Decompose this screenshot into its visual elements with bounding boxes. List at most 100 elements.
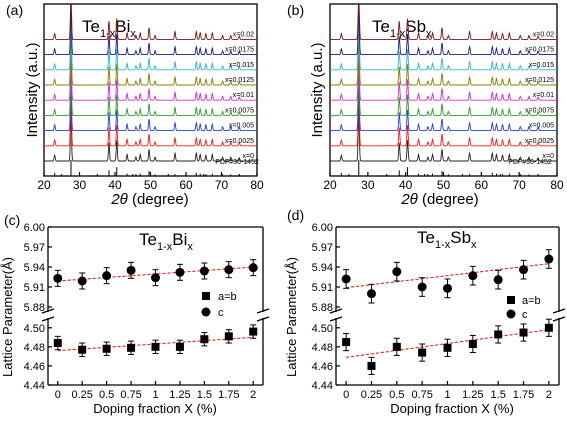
panel-c-point-ab — [175, 342, 184, 351]
panel-d-plot — [341, 249, 554, 376]
panel-a-x-ticks: 20 30 40 50 60 70 80 — [37, 172, 264, 192]
panel-b-series-x=0.0175 — [330, 7, 557, 56]
panel-c-x-tick-label: 0.5 — [99, 389, 114, 401]
panel-d-x-ticks: 0 0.25 0.5 0.75 1 1.25 1.5 1.75 2 — [343, 381, 552, 401]
panel-d-y-tick-label: 5.88 — [312, 302, 333, 314]
panel-c: (c) Te1-xBix a=b c 5.88 5.91 5.94 5.97 6.00 4… — [0, 212, 270, 416]
panel-d-axis-break — [329, 308, 343, 314]
panel-c-y-tick-label: 4.46 — [24, 361, 45, 373]
panel-a: (a) Te1-xBix x=0x=0.0025x=0.005x=0.0075x… — [6, 2, 264, 208]
panel-d-y-tick-label: 5.97 — [312, 242, 333, 254]
panel-b-reference-sticks — [340, 160, 539, 176]
panel-c-y-tick-label: 6.00 — [24, 222, 45, 234]
panel-a-series-label: x=0.0025 — [225, 138, 254, 145]
panel-c-point-ab — [102, 344, 111, 353]
panel-d-legend-ab: a=b — [522, 295, 541, 307]
panel-b-x-tick-label: 70 — [512, 178, 526, 192]
panel-d-point-c — [366, 289, 376, 299]
panel-c-point-c — [102, 271, 112, 281]
panel-a-title: Te1-xBix — [82, 17, 136, 40]
panel-d-point-c — [443, 283, 452, 293]
panel-a-reference-label: PDF#36-1452 — [215, 159, 259, 166]
panel-d-x-tick-label: 1 — [444, 389, 450, 401]
panel-b-x-axis-label: 2θ (degree) — [400, 191, 478, 208]
panel-d-axis-break — [552, 308, 566, 314]
panel-a-x-tick-label: 80 — [250, 178, 264, 192]
panel-b-x-tick-label: 30 — [361, 178, 375, 192]
panel-c-x-tick-label: 0 — [55, 389, 61, 401]
panel-d-x-tick-label: 2 — [546, 389, 552, 401]
panel-c-frame — [41, 226, 270, 386]
panel-a-x-axis-label: 2θ (degree) — [110, 191, 188, 208]
panel-c-plot — [53, 259, 258, 357]
panel-c-x-tick-label: 1 — [152, 389, 158, 401]
panel-c-y-tick-label: 5.88 — [24, 302, 45, 314]
panel-a-spectra — [44, 4, 257, 162]
panel-b-series-x=0.0125 — [330, 38, 557, 86]
panel-d-point-c — [519, 265, 529, 275]
panel-d-y-tick-label: 4.48 — [312, 342, 333, 354]
panel-c-legend-square-marker — [202, 292, 210, 300]
panel-d-y-tick-label: 4.44 — [312, 380, 333, 392]
panel-d-point-ab — [342, 338, 351, 347]
panel-c-legend-ab: a=b — [218, 291, 237, 303]
panel-c-y-axis-label: Lattice Parameter(Å) — [0, 257, 15, 377]
panel-d-x-axis-label: Doping fraction X (%) — [390, 401, 514, 416]
panel-d-point-ab — [494, 330, 503, 339]
panel-d-y-tick-label: 4.46 — [312, 361, 333, 373]
panel-b-spectra — [330, 4, 557, 162]
panel-d-point-ab — [544, 323, 553, 332]
panel-d-x-tick-label: 1.25 — [462, 389, 483, 401]
panel-d-y-tick-label: 6.00 — [312, 222, 333, 234]
panel-a-x-tick-label: 50 — [144, 178, 158, 192]
panel-b-series-x=0.0075 — [330, 68, 557, 116]
panel-b-series-x=0.0025 — [330, 98, 557, 147]
panel-a-series-label: x=0.015 — [229, 62, 254, 69]
panel-d-label: (d) — [287, 207, 304, 223]
panel-b-x-ticks: 20 30 40 50 60 70 80 — [323, 172, 564, 192]
panel-a-series-x=0.01 — [44, 53, 257, 101]
panel-a-frame — [43, 3, 258, 177]
panel-b-series-x=0.005 — [330, 83, 557, 132]
panel-c-point-c — [199, 266, 209, 276]
panel-b: (b) Te1-xSbx x=0x=0.0025x=0.005x=0.0075x… — [287, 2, 564, 208]
panel-d-x-tick-label: 0.5 — [389, 389, 404, 401]
panel-b-series-x=0.01 — [330, 53, 557, 101]
panel-a-series-labels: x=0 x=0.0025 x=0.005 x=0.0075 x=0.01 x=0.0125… — [225, 31, 254, 160]
panel-b-series-labels: x=0 x=0.0025 x=0.005 x=0.0075 x=0.01 x=0.0125… — [525, 31, 554, 160]
panel-c-y-tick-label: 4.50 — [24, 323, 45, 335]
panel-c-legend-circle-marker — [201, 307, 211, 317]
panel-d-point-ab — [367, 361, 376, 370]
panel-a-x-tick-label: 70 — [215, 178, 229, 192]
panel-b-series-label: x=0.0125 — [525, 77, 554, 84]
panel-c-point-ab — [53, 339, 62, 348]
panel-d-x-tick-label: 0.25 — [361, 389, 382, 401]
panel-a-series-x=0.0075 — [44, 68, 257, 116]
panel-b-x-tick-label: 40 — [399, 178, 413, 192]
panel-a-series-x=0 — [44, 114, 257, 162]
panel-c-point-ab — [78, 345, 87, 354]
panel-d-point-c — [468, 271, 478, 281]
panel-a-series-label: x=0.0175 — [225, 47, 254, 54]
panel-d-point-ab — [443, 343, 452, 352]
panel-d-y-tick-label: 5.94 — [312, 262, 333, 274]
panel-c-x-tick-label: 1.25 — [169, 389, 190, 401]
panel-c-point-c — [248, 263, 258, 273]
panel-c-y-tick-label: 5.94 — [24, 262, 45, 274]
panel-a-x-tick-label: 40 — [108, 178, 122, 192]
panel-d-legend-square-marker — [507, 296, 515, 304]
panel-c-point-c — [175, 267, 185, 277]
panel-b-series-x=0.015 — [330, 22, 557, 71]
panel-c-point-c — [53, 273, 63, 283]
panel-c-title: Te1-xBix — [139, 230, 193, 253]
panel-c-axis-break — [41, 316, 55, 322]
panel-b-series-label: x=0.0175 — [525, 47, 554, 54]
panel-c-x-tick-label: 2 — [250, 389, 256, 401]
panel-b-series-x=0.02 — [330, 4, 557, 40]
panel-a-series-x=0.015 — [44, 22, 257, 71]
panel-b-series-label: x=0.02 — [533, 31, 554, 38]
panel-a-series-x=0.0125 — [44, 38, 257, 86]
panel-c-point-c — [126, 265, 136, 275]
panel-b-x-tick-label: 50 — [437, 178, 451, 192]
panel-c-y-tick-label: 4.48 — [24, 342, 45, 354]
